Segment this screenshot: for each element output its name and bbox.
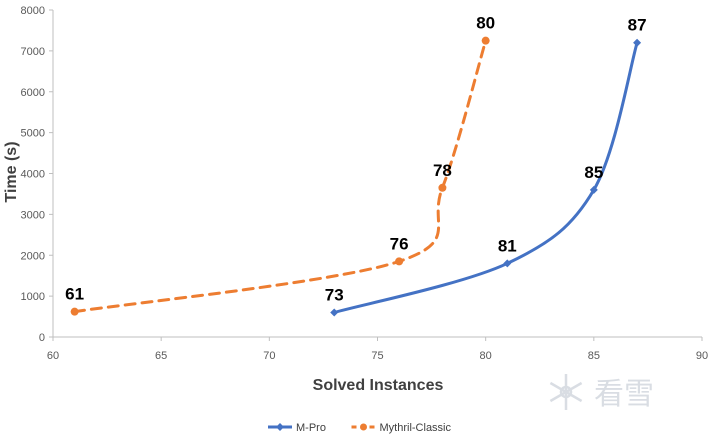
series-mythril-classic: 61 76 78 80 xyxy=(65,14,495,316)
y-tick-label: 4000 xyxy=(21,169,45,181)
y-tick-label: 3000 xyxy=(21,209,45,221)
legend-label: Mythril-Classic xyxy=(380,422,452,434)
x-tick-label: 75 xyxy=(371,350,383,362)
y-tick-label: 8000 xyxy=(21,5,45,17)
legend-marker xyxy=(276,423,284,431)
data-point xyxy=(481,36,490,45)
y-tick-label: 1000 xyxy=(21,291,45,303)
data-label: 80 xyxy=(476,14,495,33)
y-tick-label: 7000 xyxy=(21,46,45,58)
x-axis: 60 65 70 75 80 85 90 xyxy=(47,336,708,362)
y-tick-label: 5000 xyxy=(21,128,45,140)
x-tick-label: 90 xyxy=(696,350,708,362)
data-label: 61 xyxy=(65,285,84,304)
series-line-m-pro xyxy=(332,41,639,314)
data-point xyxy=(503,259,512,268)
data-label: 76 xyxy=(390,234,409,253)
y-tick-label: 2000 xyxy=(21,250,45,262)
data-label: 85 xyxy=(584,163,603,182)
x-tick-label: 70 xyxy=(263,350,275,362)
legend-item-m-pro: M-Pro xyxy=(268,422,326,434)
data-point xyxy=(589,185,598,194)
snowflake-icon xyxy=(549,374,583,410)
x-tick-label: 85 xyxy=(588,350,600,362)
data-point xyxy=(633,38,642,47)
y-tick-label: 0 xyxy=(39,332,45,344)
legend-label: M-Pro xyxy=(296,422,326,434)
x-tick-label: 65 xyxy=(155,350,167,362)
y-axis: 0 1000 2000 3000 4000 5000 6000 7000 8000 xyxy=(21,5,54,344)
x-tick-label: 60 xyxy=(47,350,59,362)
x-tick-label: 80 xyxy=(480,350,492,362)
series-layer: 73 81 85 87 61 76 78 80 xyxy=(65,14,647,317)
data-point xyxy=(438,183,447,192)
legend-marker xyxy=(360,423,367,431)
y-tick-label: 6000 xyxy=(21,87,45,99)
data-point xyxy=(395,257,404,266)
data-label: 78 xyxy=(433,161,452,180)
x-axis-title: Solved Instances xyxy=(313,377,444,394)
data-point xyxy=(70,307,79,316)
data-label: 87 xyxy=(628,16,647,35)
legend: M-Pro Mythril-Classic xyxy=(268,422,452,434)
y-axis-title: Time (s) xyxy=(3,141,20,202)
data-point xyxy=(330,308,339,317)
data-label: 81 xyxy=(498,236,517,255)
legend-item-mythril-classic: Mythril-Classic xyxy=(351,422,452,434)
watermark: 看雪 xyxy=(549,374,654,412)
data-label: 73 xyxy=(325,285,344,304)
series-line-mythril-classic xyxy=(73,39,488,314)
series-m-pro: 73 81 85 87 xyxy=(325,16,647,317)
watermark-text: 看雪 xyxy=(594,377,654,412)
